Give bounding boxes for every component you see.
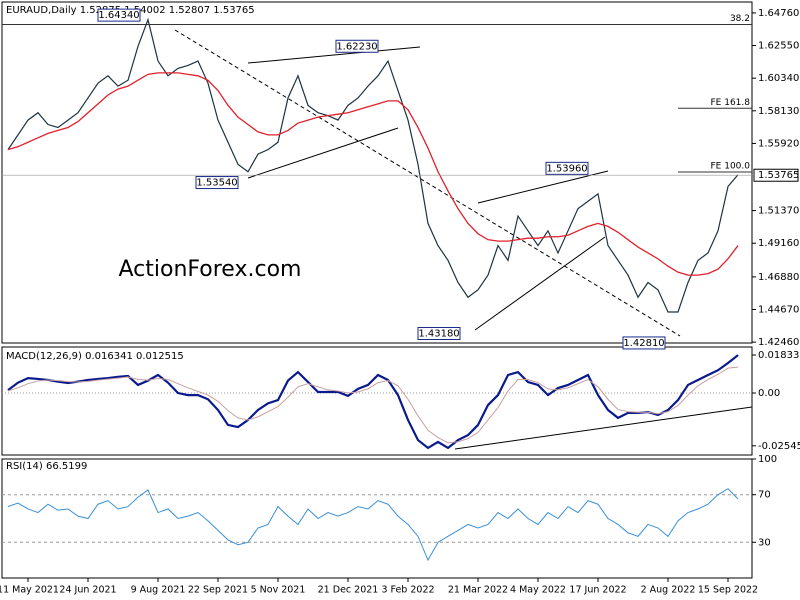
price-label: 1.42810: [623, 338, 664, 349]
y-tick-label: 1.62550: [758, 41, 799, 52]
y-tick-label: 1.60340: [758, 73, 799, 84]
trendline: [247, 46, 421, 64]
x-tick-label: 17 Jun 2022: [569, 585, 626, 596]
watermark: ActionForex.com: [119, 257, 302, 282]
y-tick-label: 1.42460: [758, 337, 799, 348]
x-tick-label: 2 Aug 2022: [641, 585, 696, 596]
x-tick-label: 3 Feb 2022: [381, 585, 434, 596]
series-line: [7, 366, 739, 444]
series-line: [7, 72, 739, 276]
x-tick-label: 5 Nov 2021: [251, 585, 306, 596]
y-tick-label: 1.46880: [758, 272, 799, 283]
y-tick-label: 1.58130: [758, 106, 799, 117]
x-tick-label: 21 Dec 2021: [318, 585, 379, 596]
y-tick-label: 0.018332: [758, 350, 800, 361]
x-tick-label: 4 May 2022: [510, 585, 566, 596]
trendline: [174, 29, 681, 337]
trendline: [454, 406, 753, 450]
price-label: 1.53540: [196, 178, 237, 189]
y-tick-label: -0.025458: [758, 441, 800, 452]
fib-label: 38.2: [730, 14, 750, 24]
price-label-box: [97, 8, 141, 22]
trendline: [474, 236, 606, 331]
price-label-box: [622, 336, 666, 350]
rsi-panel: [1, 458, 753, 579]
y-tick-label: 1.44670: [758, 304, 799, 315]
y-tick-label: 0.00: [758, 388, 780, 399]
y-tick-label: 30: [758, 537, 771, 548]
y-tick-label: 1.51370: [758, 206, 799, 217]
price-label: 1.62230: [336, 41, 377, 52]
fib-label: FE 161.8: [711, 98, 751, 108]
price-label: 1.43180: [418, 328, 459, 339]
trendline: [247, 127, 399, 179]
y-tick-label: 70: [758, 490, 771, 501]
price-label: 1.53960: [546, 163, 587, 174]
x-tick-label: 9 Aug 2021: [131, 585, 186, 596]
price-label-box: [335, 39, 379, 53]
x-tick-label: 11 May 2021: [0, 585, 59, 596]
trendline: [477, 170, 609, 204]
price-label-box: [545, 161, 589, 175]
x-tick-label: 15 Sep 2022: [698, 585, 758, 596]
y-tick-label: 1.55920: [758, 138, 799, 149]
price-label: 1.64340: [98, 10, 139, 21]
macd-panel: [1, 346, 753, 456]
x-tick-label: 24 Jun 2021: [59, 585, 116, 596]
price-label-box: [417, 326, 461, 340]
x-tick-label: 22 Sep 2021: [188, 585, 248, 596]
price-label-box: [195, 176, 239, 190]
last-price-label: 1.53765: [758, 170, 799, 181]
y-tick-label: 1.49160: [758, 238, 799, 249]
x-tick-label: 21 Mar 2022: [448, 585, 508, 596]
y-tick-label: 100: [758, 454, 777, 465]
series-line: [7, 488, 739, 562]
y-tick-label: 1.64760: [758, 8, 799, 19]
series-line: [7, 17, 739, 313]
last-price-box: [753, 168, 799, 182]
rsi-title: RSI(14) 66.5199: [6, 461, 87, 472]
fib-label: FE 100.0: [711, 162, 751, 172]
macd-title: MACD(12,26,9) 0.016341 0.012515: [6, 351, 184, 362]
